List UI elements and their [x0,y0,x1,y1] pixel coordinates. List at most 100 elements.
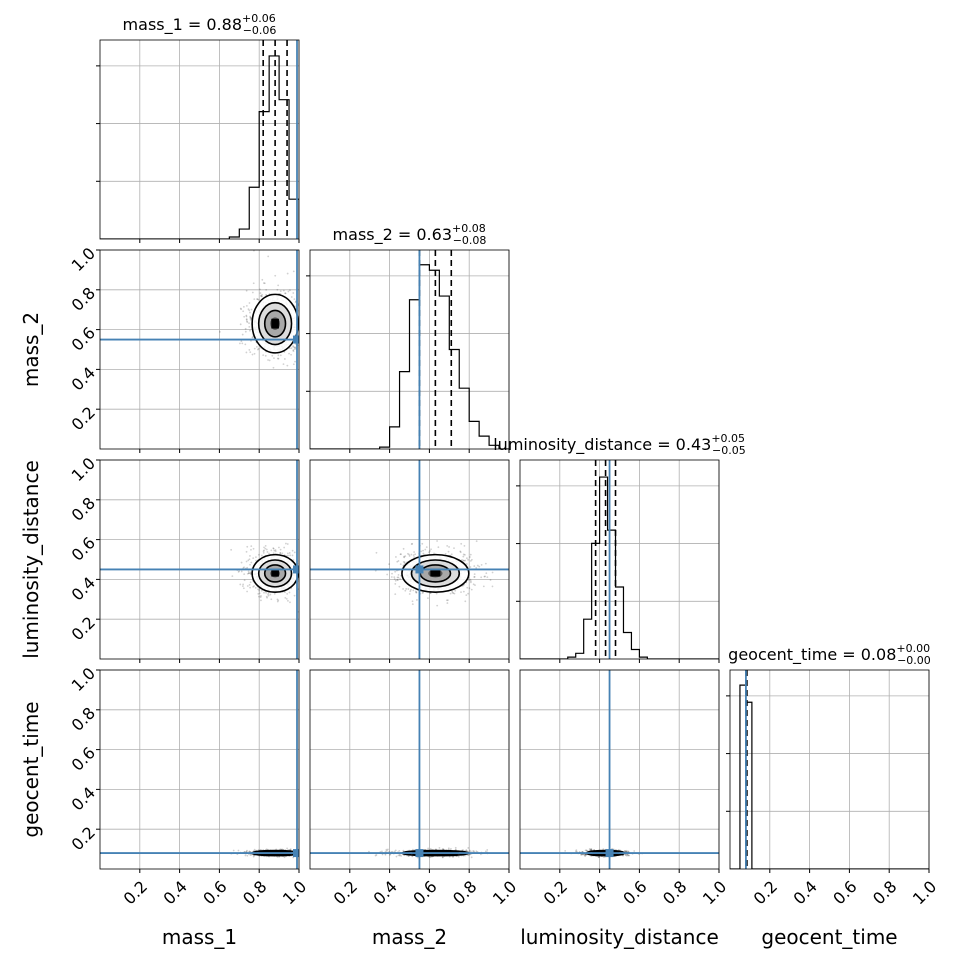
sample-point [424,548,427,551]
sample-point [257,347,260,350]
truth-marker [293,849,299,858]
sample-point [304,854,306,856]
sample-point [276,357,279,360]
x-tick-label: 0.8 [239,877,270,908]
sample-point [245,314,248,317]
sample-point [627,854,630,857]
sample-point [253,298,256,301]
sample-point [301,855,303,857]
sample-point [312,310,314,312]
sample-point [602,856,605,859]
sample-point [248,349,251,351]
sample-point [265,293,267,296]
panel-frame [309,459,510,660]
sample-point [260,599,262,602]
sample-point [288,352,290,355]
sample-point [397,854,400,857]
sample-point [255,556,257,559]
sample-point [249,563,251,566]
title-minus-error: −0.05 [712,444,746,457]
sample-point [262,282,265,284]
sample-point [385,848,388,851]
sample-point [260,294,262,297]
sample-point [237,571,240,573]
sample-point [462,559,465,562]
sample-point [472,583,475,586]
sample-point [387,848,389,851]
sample-point [422,552,425,555]
sample-point [246,320,248,323]
sample-point [589,848,592,851]
sample-point [391,572,393,575]
sample-point [588,849,591,852]
sample-point [251,291,254,294]
sample-point [218,330,221,333]
sample-point [245,351,248,354]
sample-point [452,856,454,858]
sample-point [246,321,249,323]
sample-point [412,848,414,851]
sample-point [268,552,270,555]
x-axis-label-mass_2: mass_2 [372,925,447,949]
sample-point [588,848,591,850]
sample-point [575,850,577,853]
sample-point [427,847,430,850]
sample-point [303,323,305,325]
x-tick-label: 0.6 [829,877,860,908]
sample-point [305,572,307,574]
sample-point [395,855,398,858]
sample-point [464,854,467,857]
sample-point [453,592,456,595]
sample-point [300,308,302,310]
sample-point [283,546,286,549]
sample-point [402,588,404,590]
sample-point [482,585,485,588]
sample-point [241,585,244,587]
sample-point [264,354,267,357]
sample-point [247,559,250,562]
sample-point [264,544,267,547]
sample-point [446,544,449,547]
x-axis-label-luminosity_distance: luminosity_distance [520,925,719,949]
y-tick-label: 1.0 [68,244,99,275]
sample-point [250,308,253,311]
sample-point [306,852,308,854]
sample-point [411,855,414,858]
sample-point [307,319,309,321]
sample-point [584,854,587,857]
sample-point [241,333,244,336]
sample-point [384,853,387,856]
sample-point [244,330,247,333]
sample-point [602,848,605,850]
sample-point [470,856,473,859]
sample-point [393,576,396,579]
sample-point [250,561,253,564]
sample-point [467,854,470,857]
sample-point [283,856,286,859]
sample-point [303,855,305,857]
sample-point [258,588,261,591]
sample-point [306,558,308,560]
sample-point [237,849,240,852]
sample-point [466,563,468,565]
sample-point [301,326,303,328]
sample-point [414,590,417,593]
sample-point [256,348,259,351]
histogram-mass_1 [100,55,299,239]
sample-point [303,852,305,854]
density-peak [430,570,441,577]
y-tick-label: 0.6 [68,743,99,774]
sample-point [462,849,464,851]
sample-point [249,316,252,319]
sample-point [245,850,248,853]
sample-point [396,579,399,582]
sample-point [252,557,255,560]
sample-point [469,580,472,582]
sample-point [258,592,261,595]
sample-point [249,581,252,584]
sample-point [597,856,600,859]
sample-point [480,563,483,566]
sample-point [475,850,478,853]
sample-point [467,558,469,561]
sample-point [491,571,494,574]
